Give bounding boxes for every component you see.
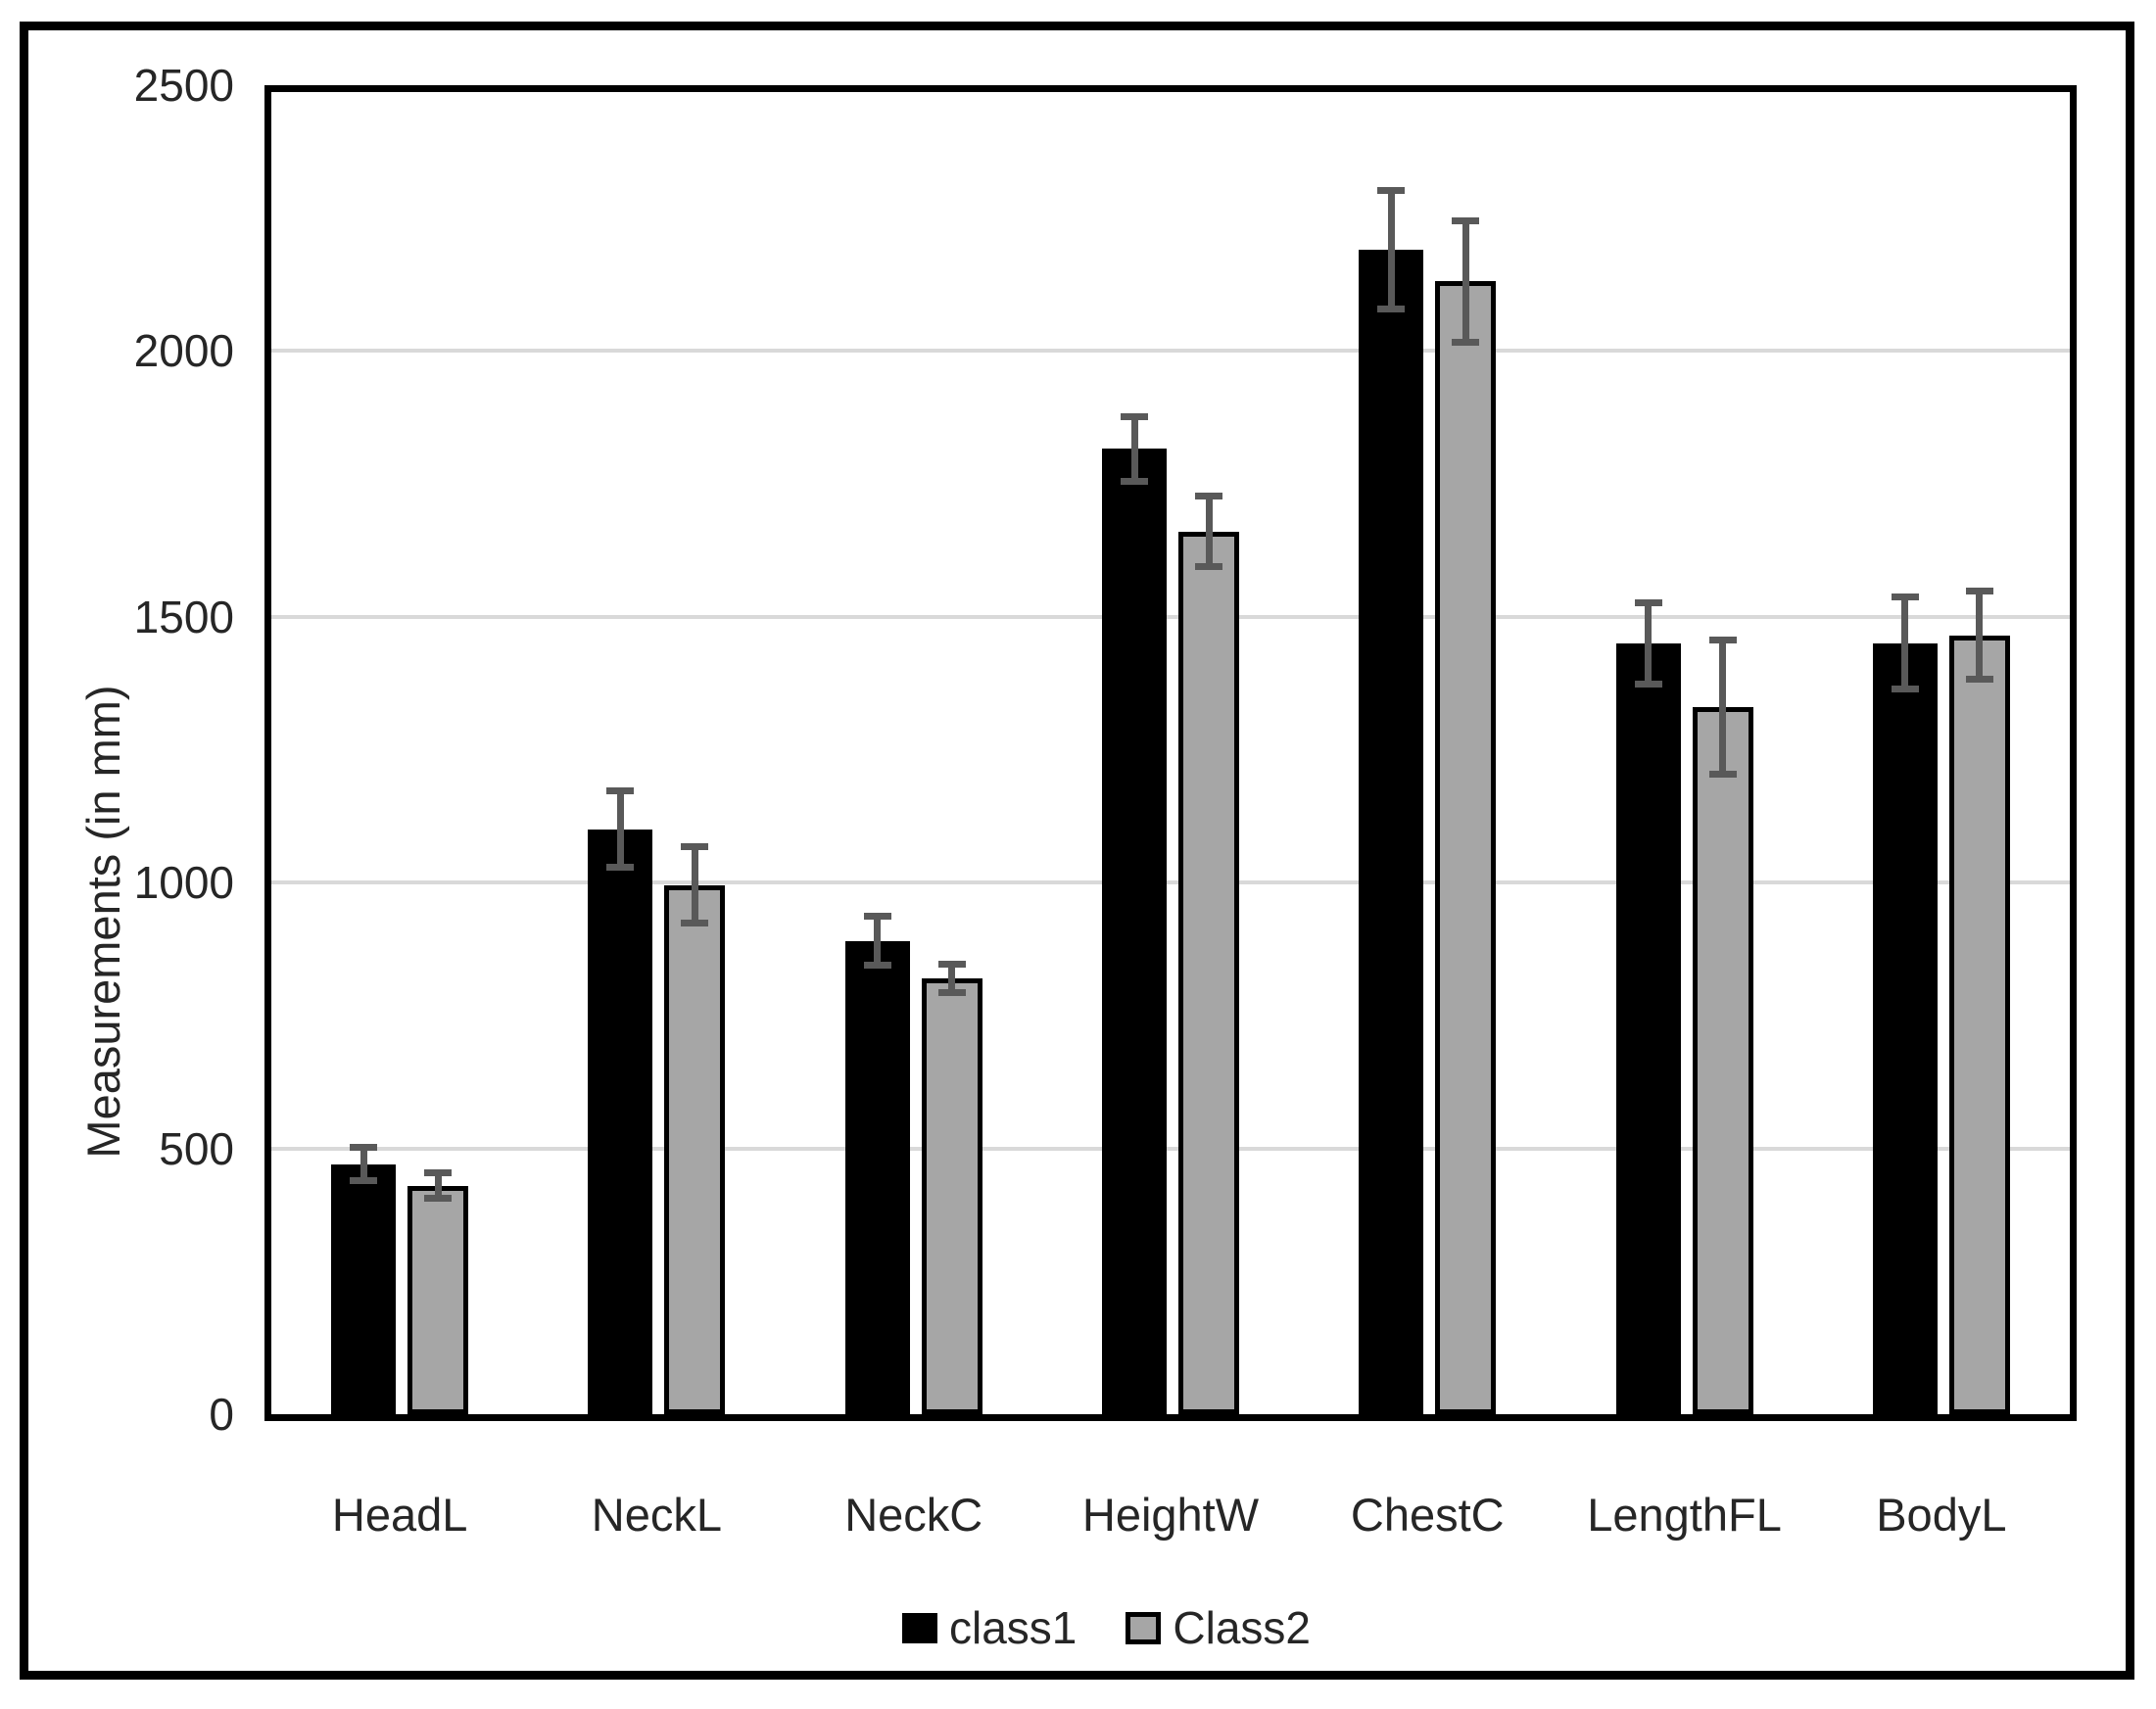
error-cap-bottom-Class2-BodyL	[1965, 676, 1993, 684]
error-cap-top-Class2-HeightW	[1195, 493, 1222, 500]
bar-Class2-NeckL	[664, 884, 726, 1414]
x-tick-label-NeckL: NeckL	[591, 1489, 723, 1541]
gridline-2000	[271, 349, 2070, 353]
legend-swatch-class1	[902, 1612, 937, 1643]
error-cap-top-class1-NeckL	[606, 787, 635, 795]
x-tick-label-HeadL: HeadL	[331, 1489, 468, 1541]
y-tick-label-1000: 1000	[133, 857, 234, 908]
error-bar-Class2-HeadL	[434, 1176, 442, 1195]
bar-class1-BodyL	[1872, 642, 1938, 1414]
bar-Class2-LengthFL	[1692, 706, 1753, 1414]
bar-class1-LengthFL	[1615, 642, 1681, 1414]
bar-class1-ChestC	[1359, 249, 1424, 1414]
bar-class1-NeckC	[844, 940, 910, 1414]
error-cap-bottom-Class2-NeckL	[681, 920, 709, 927]
error-cap-bottom-Class2-HeadL	[424, 1194, 453, 1202]
y-tick-label-1500: 1500	[133, 591, 234, 642]
legend-label-class2: Class2	[1173, 1602, 1311, 1653]
error-bar-class1-HeadL	[359, 1151, 367, 1178]
legend-swatch-class2	[1126, 1611, 1162, 1644]
error-bar-class1-HeightW	[1130, 419, 1138, 479]
legend-label-class1: class1	[949, 1602, 1078, 1653]
y-tick-label-0: 0	[209, 1389, 234, 1440]
legend: class1 Class2	[28, 1597, 2156, 1658]
error-cap-bottom-class1-HeadL	[350, 1177, 378, 1185]
y-tick-label-2000: 2000	[133, 325, 234, 376]
bar-Class2-ChestC	[1435, 281, 1497, 1414]
legend-item-class1: class1	[902, 1601, 1077, 1654]
error-cap-top-Class2-NeckL	[681, 843, 709, 851]
error-cap-top-class1-ChestC	[1377, 186, 1406, 194]
plot-grid-and-bars	[271, 92, 2070, 1414]
bar-class1-NeckL	[588, 829, 653, 1414]
error-bar-class1-ChestC	[1387, 193, 1395, 306]
gridline-500	[271, 1146, 2070, 1151]
error-bar-Class2-BodyL	[1976, 593, 1984, 677]
y-tick-label-500: 500	[159, 1122, 234, 1174]
bar-Class2-HeightW	[1178, 531, 1239, 1414]
error-cap-bottom-Class2-HeightW	[1195, 563, 1222, 571]
error-bar-class1-NeckC	[874, 920, 882, 963]
error-cap-top-class1-BodyL	[1891, 593, 1919, 601]
x-tick-label-LengthFL: LengthFL	[1587, 1489, 1782, 1541]
error-cap-bottom-Class2-LengthFL	[1708, 770, 1737, 778]
error-bar-class1-NeckL	[616, 794, 624, 864]
error-bar-Class2-HeightW	[1205, 499, 1213, 564]
bar-Class2-BodyL	[1948, 635, 2010, 1414]
error-cap-bottom-class1-NeckC	[863, 962, 891, 970]
gridline-1500	[271, 614, 2070, 619]
bar-Class2-HeadL	[407, 1185, 469, 1414]
error-bar-Class2-NeckL	[691, 850, 698, 921]
error-bar-class1-BodyL	[1901, 600, 1909, 687]
bar-class1-HeadL	[331, 1163, 397, 1414]
error-bar-class1-LengthFL	[1645, 605, 1653, 681]
bar-Class2-NeckC	[921, 977, 982, 1414]
error-cap-bottom-class1-HeightW	[1121, 478, 1148, 486]
error-cap-top-Class2-HeadL	[424, 1169, 453, 1177]
error-bar-Class2-LengthFL	[1719, 642, 1727, 771]
error-cap-top-Class2-NeckC	[937, 960, 966, 968]
x-tick-label-ChestC: ChestC	[1350, 1489, 1505, 1541]
error-cap-top-Class2-BodyL	[1965, 587, 1993, 594]
error-cap-top-Class2-LengthFL	[1708, 636, 1737, 643]
error-cap-top-class1-HeadL	[350, 1144, 378, 1152]
plot-area	[264, 85, 2077, 1421]
error-cap-bottom-class1-NeckL	[606, 864, 635, 871]
x-tick-label-NeckC: NeckC	[844, 1489, 983, 1541]
error-cap-bottom-class1-ChestC	[1377, 305, 1406, 312]
bar-class1-HeightW	[1102, 449, 1167, 1414]
error-cap-top-class1-LengthFL	[1634, 598, 1662, 606]
legend-item-class2: Class2	[1126, 1601, 1311, 1654]
gridline-1000	[271, 880, 2070, 884]
error-cap-top-class1-HeightW	[1121, 412, 1148, 420]
error-cap-top-Class2-ChestC	[1452, 216, 1480, 224]
error-cap-bottom-Class2-NeckC	[937, 988, 966, 996]
error-cap-bottom-class1-LengthFL	[1634, 680, 1662, 688]
error-bar-Class2-ChestC	[1461, 223, 1469, 340]
chart-frame: Measurements (in mm) 0 500 1000 1500 2000 250…	[20, 22, 2134, 1680]
y-tick-label-2500: 2500	[133, 59, 234, 111]
error-cap-bottom-Class2-ChestC	[1452, 339, 1480, 347]
error-cap-top-class1-NeckC	[863, 913, 891, 921]
x-tick-label-BodyL: BodyL	[1876, 1489, 2007, 1541]
x-tick-label-HeightW: HeightW	[1081, 1489, 1260, 1541]
error-cap-bottom-class1-BodyL	[1891, 686, 1919, 693]
error-bar-Class2-NeckC	[948, 967, 956, 989]
